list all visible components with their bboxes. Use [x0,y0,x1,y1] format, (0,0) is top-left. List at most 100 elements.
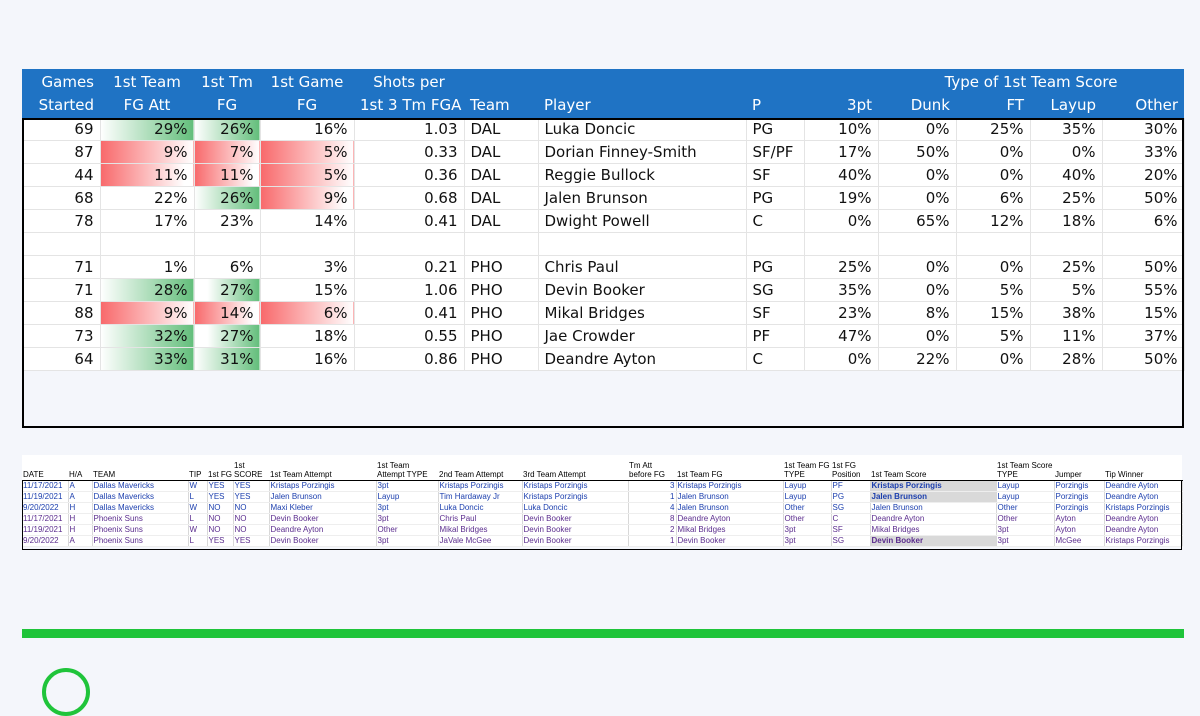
log-cell: Devin Booker [522,535,629,547]
cell-other: 50% [1102,347,1185,371]
cell-other: 55% [1102,278,1185,302]
cell-ft: 0% [956,140,1031,164]
cell-player: Jae Crowder [538,324,747,348]
log-cell: W [188,524,208,536]
type-of-score-header: Type of 1st Team Score [878,69,1185,93]
col-header [464,69,538,93]
log-cell: Jalen Brunson [269,491,377,503]
log-cell: 9/20/2022 [22,502,69,514]
table-row: 88 9% 14% 6% 0.41 PHO Mikal Bridges SF 23% 8% 15% 3… [22,301,1185,325]
cell-pt3: 0% [804,209,879,233]
cell-layup: 5% [1030,278,1103,302]
log-cell: YES [233,491,270,503]
table-row: 71 28% 27% 15% 1.06 PHO Devin Booker SG 35% 0% 5% 5… [22,278,1185,302]
log-cell: Jalen Brunson [870,502,997,514]
log-cell: Mikal Bridges [870,524,997,536]
cell-gfg: 16% [260,118,355,141]
cell-spf: 0.86 [354,347,465,371]
log-cell: Deandre Ayton [1104,513,1183,525]
log-cell: Jalen Brunson [676,502,784,514]
table-row: 71 1% 6% 3% 0.21 PHO Chris Paul PG 25% 0% 0% 25% 50% [22,255,1185,279]
log-cell: JaVale McGee [438,535,523,547]
cell-player: Dorian Finney-Smith [538,140,747,164]
cell-gs: 78 [22,209,101,233]
log-cell: Deandre Ayton [1104,491,1183,503]
log-cell: Other [376,524,439,536]
cell-fga: 17% [100,209,195,233]
log-row: 11/17/2021 A Dallas Mavericks W YES YES Krista… [22,480,1183,492]
cell-team: PHO [464,347,539,371]
log-cell: Luka Doncic [438,502,523,514]
cell-other: 6% [1102,209,1185,233]
log-cell: YES [233,535,270,547]
log-col-header: Tip Winner [1104,455,1182,481]
col-header [538,69,746,93]
table-row: 44 11% 11% 5% 0.36 DAL Reggie Bullock SF 40% 0% 0%… [22,163,1185,187]
col-header: FG Att [100,93,194,118]
log-cell: Deandre Ayton [676,513,784,525]
log-cell: Layup [783,480,832,492]
log-cell: Phoenix Suns [92,513,189,525]
log-cell: Kristaps Porzingis [522,491,629,503]
game-log-table: DATE H/A TEAM TIP 1st FG 1st SCORE 1st Team At… [22,455,1183,550]
col-header: Started [22,93,100,118]
log-row: 11/17/2021 H Phoenix Suns L NO NO Devin Booker… [22,513,1183,525]
log-cell: Ayton [1054,524,1105,536]
log-header-row: DATE H/A TEAM TIP 1st FG 1st SCORE 1st Team At… [22,455,1182,481]
cell-pt3: 25% [804,255,879,279]
cell-pt3: 35% [804,278,879,302]
cell-layup: 28% [1030,347,1103,371]
table-row: 73 32% 27% 18% 0.55 PHO Jae Crowder PF 47% 0% 5% 11… [22,324,1185,348]
cell-fga: 33% [100,347,195,371]
col-header: P [746,93,804,118]
log-col-header: 3rd Team Attempt [522,455,628,481]
log-col-header: 1st FG [207,455,233,481]
cell-gs: 69 [22,118,101,141]
cell-pos: PG [746,255,805,279]
log-cell: PF [831,480,871,492]
cell-pt3: 0% [804,347,879,371]
log-cell: NO [207,502,234,514]
log-cell: 3pt [996,524,1055,536]
cell-ft: 0% [956,163,1031,187]
log-cell: Layup [376,491,439,503]
cell-team: PHO [464,301,539,325]
cell-pt3: 23% [804,301,879,325]
log-col-header: H/A [68,455,92,481]
cell-fga: 32% [100,324,195,348]
cell-player: Mikal Bridges [538,301,747,325]
log-cell: Maxi Kleber [269,502,377,514]
log-cell: Phoenix Suns [92,535,189,547]
log-cell: Dallas Mavericks [92,480,189,492]
cell-fga: 28% [100,278,195,302]
log-cell: McGee [1054,535,1105,547]
log-cell: Other [783,513,832,525]
log-col-header: DATE [22,455,68,481]
table-row: 64 33% 31% 16% 0.86 PHO Deandre Ayton C 0% 22% 0% 2… [22,347,1185,371]
cell-spf: 0.41 [354,209,465,233]
log-cell: Other [783,502,832,514]
footer-green-bar [22,629,1184,638]
cell-pos: SF [746,301,805,325]
log-col-header: 1st Team Score TYPE [996,455,1054,481]
log-cell: 4 [628,502,677,514]
cell-gfg: 18% [260,324,355,348]
log-cell: Devin Booker [870,535,997,547]
cell-dunk: 50% [878,140,957,164]
cell-layup: 11% [1030,324,1103,348]
log-cell: Luka Doncic [522,502,629,514]
cell-spf: 0.36 [354,163,465,187]
cell-team: PHO [464,278,539,302]
spacer-row [22,232,1185,256]
cell-pt3: 17% [804,140,879,164]
cell-ft: 12% [956,209,1031,233]
cell-team: PHO [464,255,539,279]
cell-gs: 71 [22,255,101,279]
cell-pos: SF [746,163,805,187]
cell-fg: 7% [194,140,261,164]
cell-team: DAL [464,118,539,141]
cell-fg: 14% [194,301,261,325]
table-row: 78 17% 23% 14% 0.41 DAL Dwight Powell C 0% 65% 12%… [22,209,1185,233]
cell-pos: SG [746,278,805,302]
cell-pos: PF [746,324,805,348]
